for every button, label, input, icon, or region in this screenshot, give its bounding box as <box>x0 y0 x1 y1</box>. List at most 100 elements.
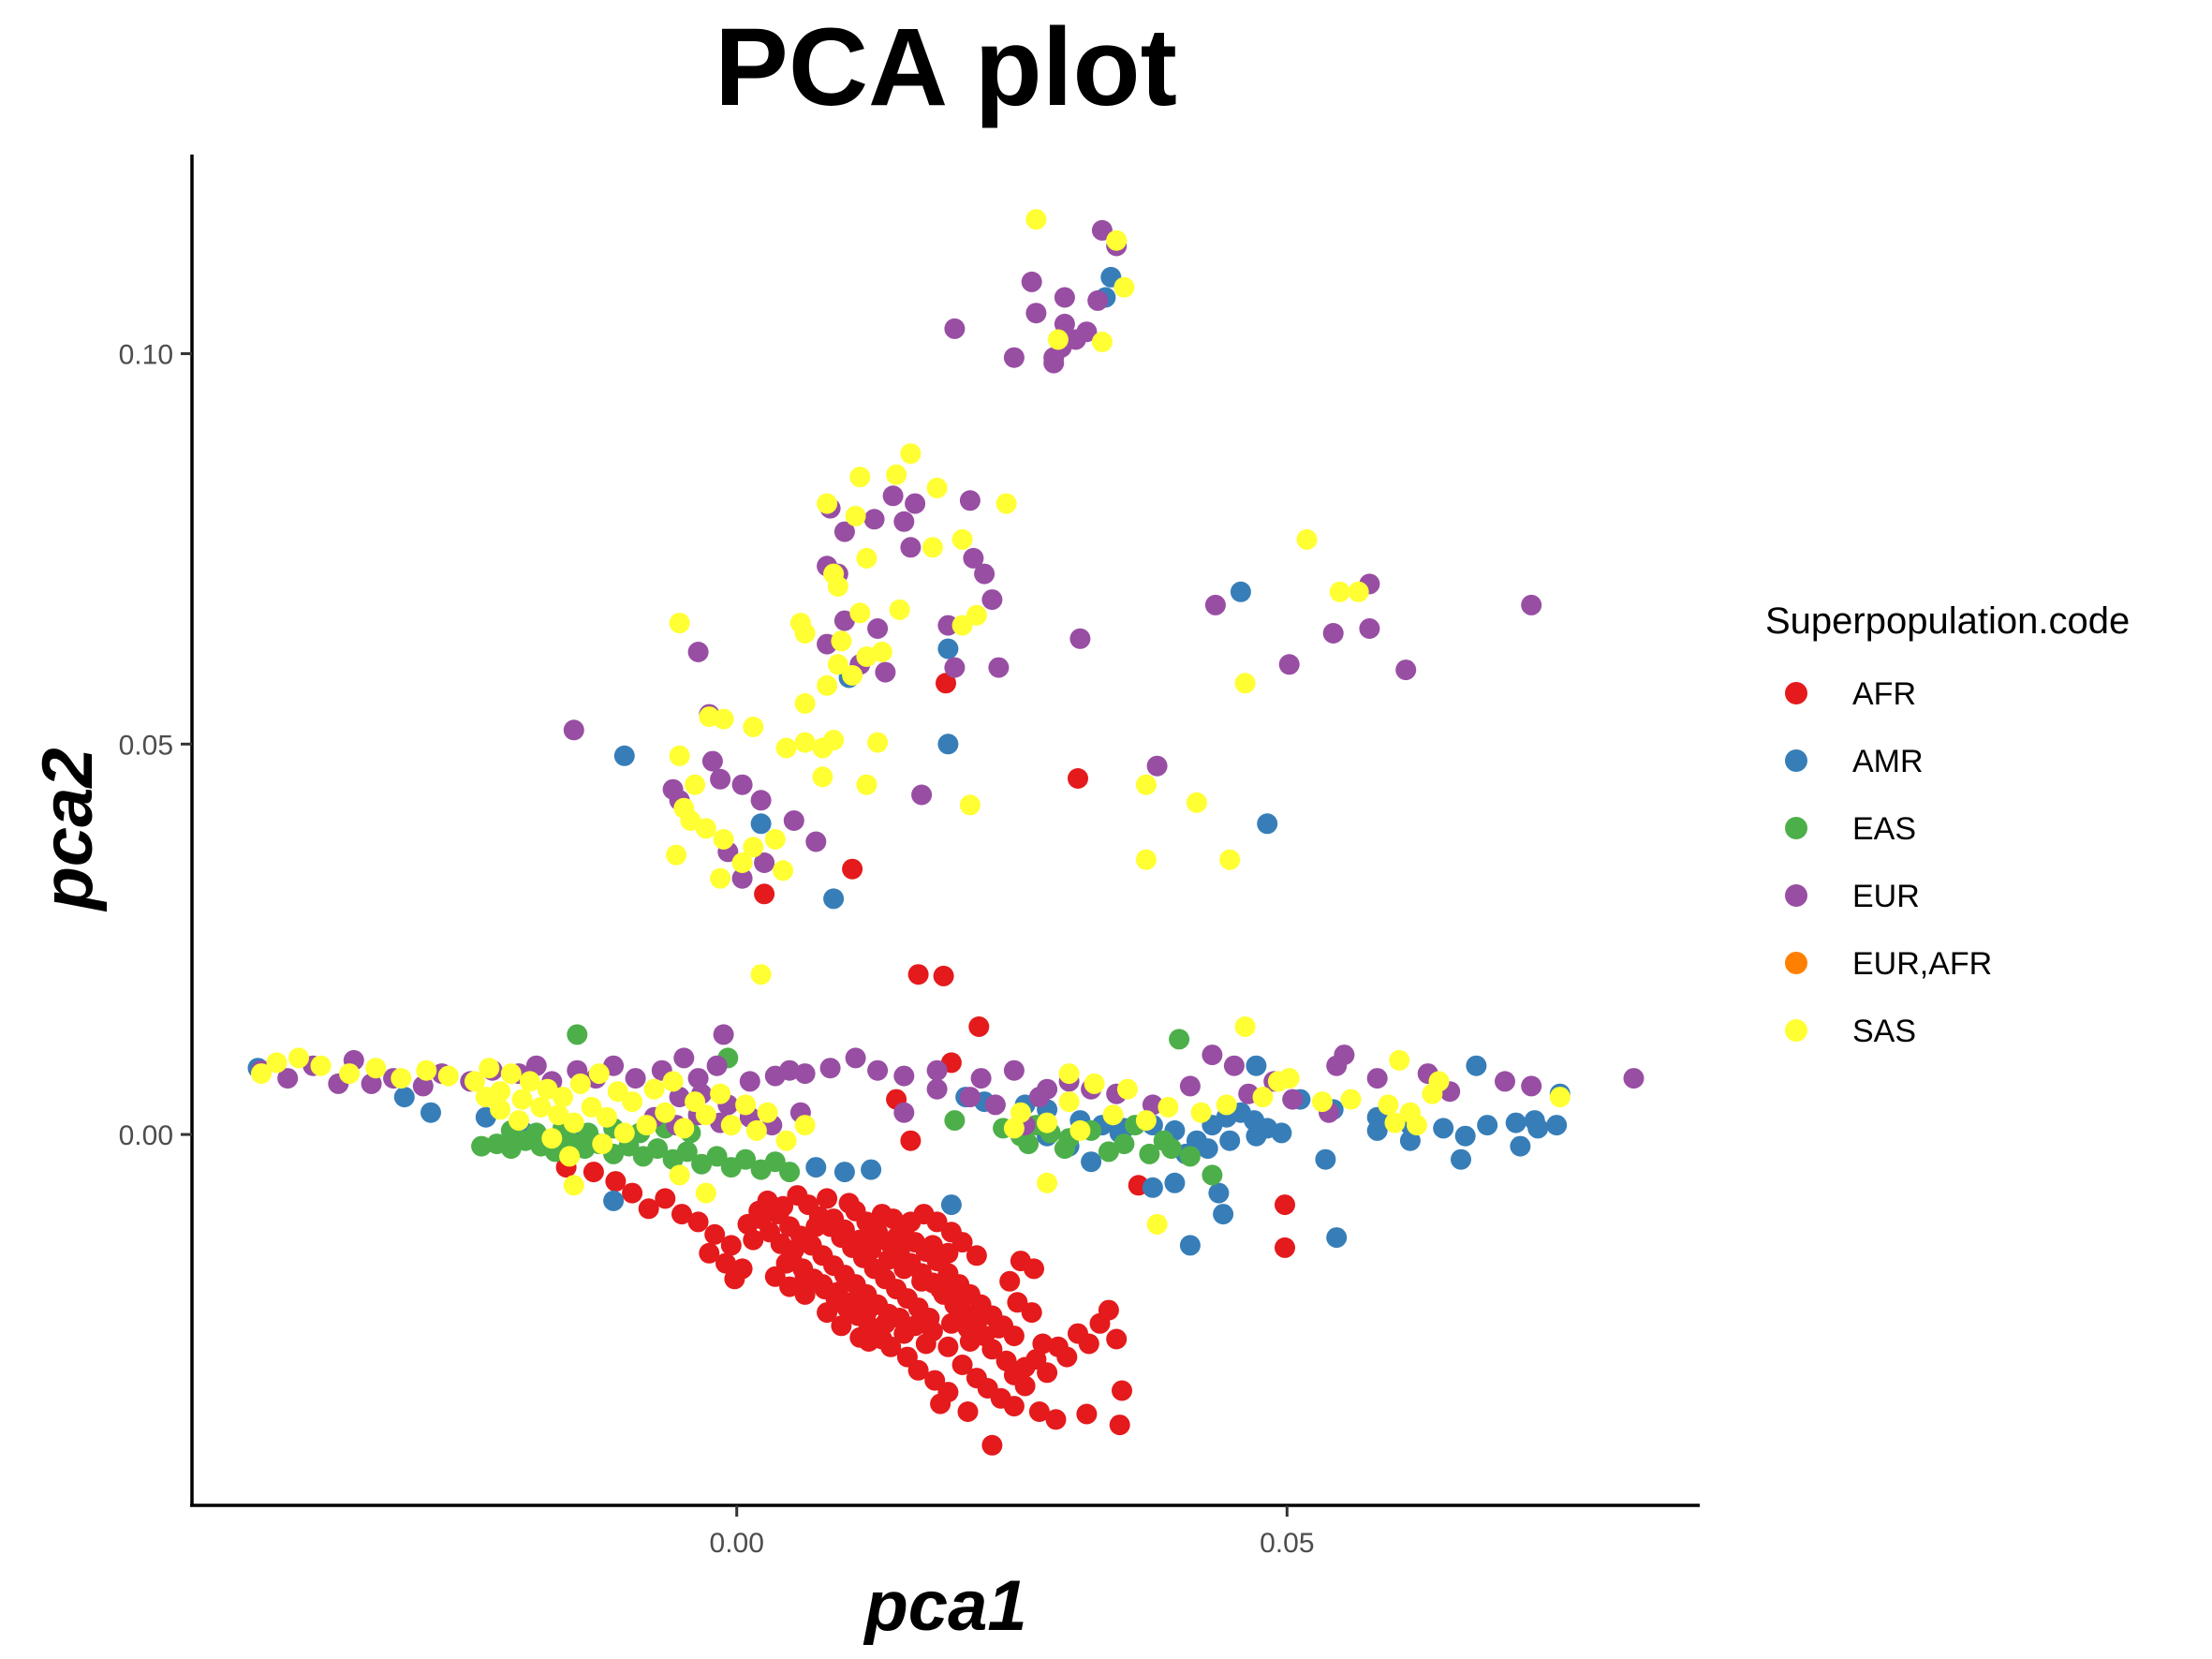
data-point <box>1246 1055 1267 1076</box>
data-point <box>889 599 910 620</box>
data-point <box>706 1055 728 1076</box>
data-point <box>1087 289 1109 311</box>
legend-label: AMR <box>1852 744 1924 779</box>
data-point <box>1069 628 1091 649</box>
data-point <box>779 1276 801 1297</box>
data-point <box>1190 1102 1212 1123</box>
data-point <box>1054 287 1075 308</box>
data-point <box>1549 1087 1571 1108</box>
data-point <box>731 867 753 889</box>
data-point <box>922 1235 943 1256</box>
data-point <box>715 1252 736 1274</box>
data-point <box>1158 1096 1179 1118</box>
data-point <box>750 1208 772 1230</box>
data-point <box>988 657 1010 678</box>
data-point <box>1282 1089 1304 1110</box>
data-point <box>940 1222 962 1243</box>
data-point <box>1043 347 1065 368</box>
data-point <box>735 1094 757 1116</box>
data-point <box>1366 1068 1388 1089</box>
data-point <box>1113 276 1135 298</box>
data-point <box>643 1078 665 1100</box>
data-point <box>288 1047 309 1069</box>
data-point <box>735 1148 757 1170</box>
chart-title: PCA plot <box>715 6 1177 129</box>
data-point <box>1003 1396 1025 1417</box>
data-point <box>936 673 956 694</box>
data-point <box>1246 1125 1267 1147</box>
data-point <box>687 642 709 662</box>
data-point <box>966 1245 987 1266</box>
data-point <box>1311 1091 1333 1113</box>
data-point <box>937 638 959 659</box>
data-point <box>926 1059 948 1081</box>
data-point <box>1164 1172 1186 1193</box>
data-point <box>922 1321 943 1342</box>
data-point <box>750 964 772 985</box>
data-point <box>1204 594 1226 615</box>
data-point <box>605 1171 627 1192</box>
data-point <box>1021 1302 1042 1324</box>
data-point <box>831 630 852 652</box>
scatter-points <box>247 209 1644 1456</box>
data-point <box>1395 659 1417 681</box>
data-point <box>1296 528 1318 550</box>
data-point <box>970 1302 992 1324</box>
data-point <box>1054 313 1075 334</box>
data-point <box>365 1058 387 1079</box>
data-point <box>745 1119 767 1141</box>
data-point <box>500 1063 522 1085</box>
data-point <box>1076 1403 1098 1425</box>
data-point <box>1169 1029 1190 1050</box>
data-point <box>1021 271 1042 292</box>
data-point <box>622 1182 643 1204</box>
data-point <box>750 813 772 835</box>
data-point <box>578 1122 599 1144</box>
data-point <box>805 1157 827 1178</box>
data-point <box>739 1071 760 1092</box>
data-point <box>1113 1133 1135 1155</box>
data-point <box>1378 1094 1399 1116</box>
data-point <box>1359 618 1380 639</box>
data-point <box>437 1065 459 1087</box>
data-point <box>613 1122 635 1144</box>
data-point <box>1389 1049 1410 1071</box>
data-point <box>1495 1071 1515 1092</box>
data-point <box>743 1229 764 1251</box>
data-point <box>805 831 827 852</box>
data-point <box>827 654 848 675</box>
data-point <box>1407 1115 1427 1136</box>
data-point <box>937 1336 959 1357</box>
data-point <box>886 1227 907 1249</box>
data-point <box>889 1308 910 1328</box>
y-axis-ticks: 0.00 0.05 0.10 <box>119 340 192 1151</box>
data-point <box>930 1393 951 1415</box>
series-afr <box>555 673 1295 1456</box>
data-point <box>805 1216 827 1237</box>
data-point <box>277 1068 299 1089</box>
data-point <box>676 1141 698 1163</box>
data-point <box>1003 1326 1025 1347</box>
data-point <box>911 784 933 806</box>
data-point <box>1329 581 1350 602</box>
data-point <box>471 1135 493 1157</box>
data-point <box>509 1110 529 1132</box>
data-point <box>720 1115 742 1136</box>
data-point <box>490 1099 511 1120</box>
data-point <box>1032 1333 1054 1355</box>
data-point <box>1135 1110 1157 1132</box>
data-point <box>720 1235 742 1256</box>
data-point <box>937 733 959 755</box>
legend-key <box>1785 817 1807 839</box>
data-point <box>1252 1087 1274 1108</box>
data-point <box>1098 1299 1119 1321</box>
data-point <box>420 1102 441 1123</box>
data-point <box>1003 347 1025 368</box>
data-point <box>905 493 926 514</box>
data-point <box>1098 1141 1119 1163</box>
data-point <box>1219 1130 1241 1151</box>
data-point <box>827 1281 848 1303</box>
data-point <box>1216 1094 1237 1116</box>
x-axis-title: pca1 <box>863 1566 1026 1646</box>
data-point <box>625 1068 646 1089</box>
